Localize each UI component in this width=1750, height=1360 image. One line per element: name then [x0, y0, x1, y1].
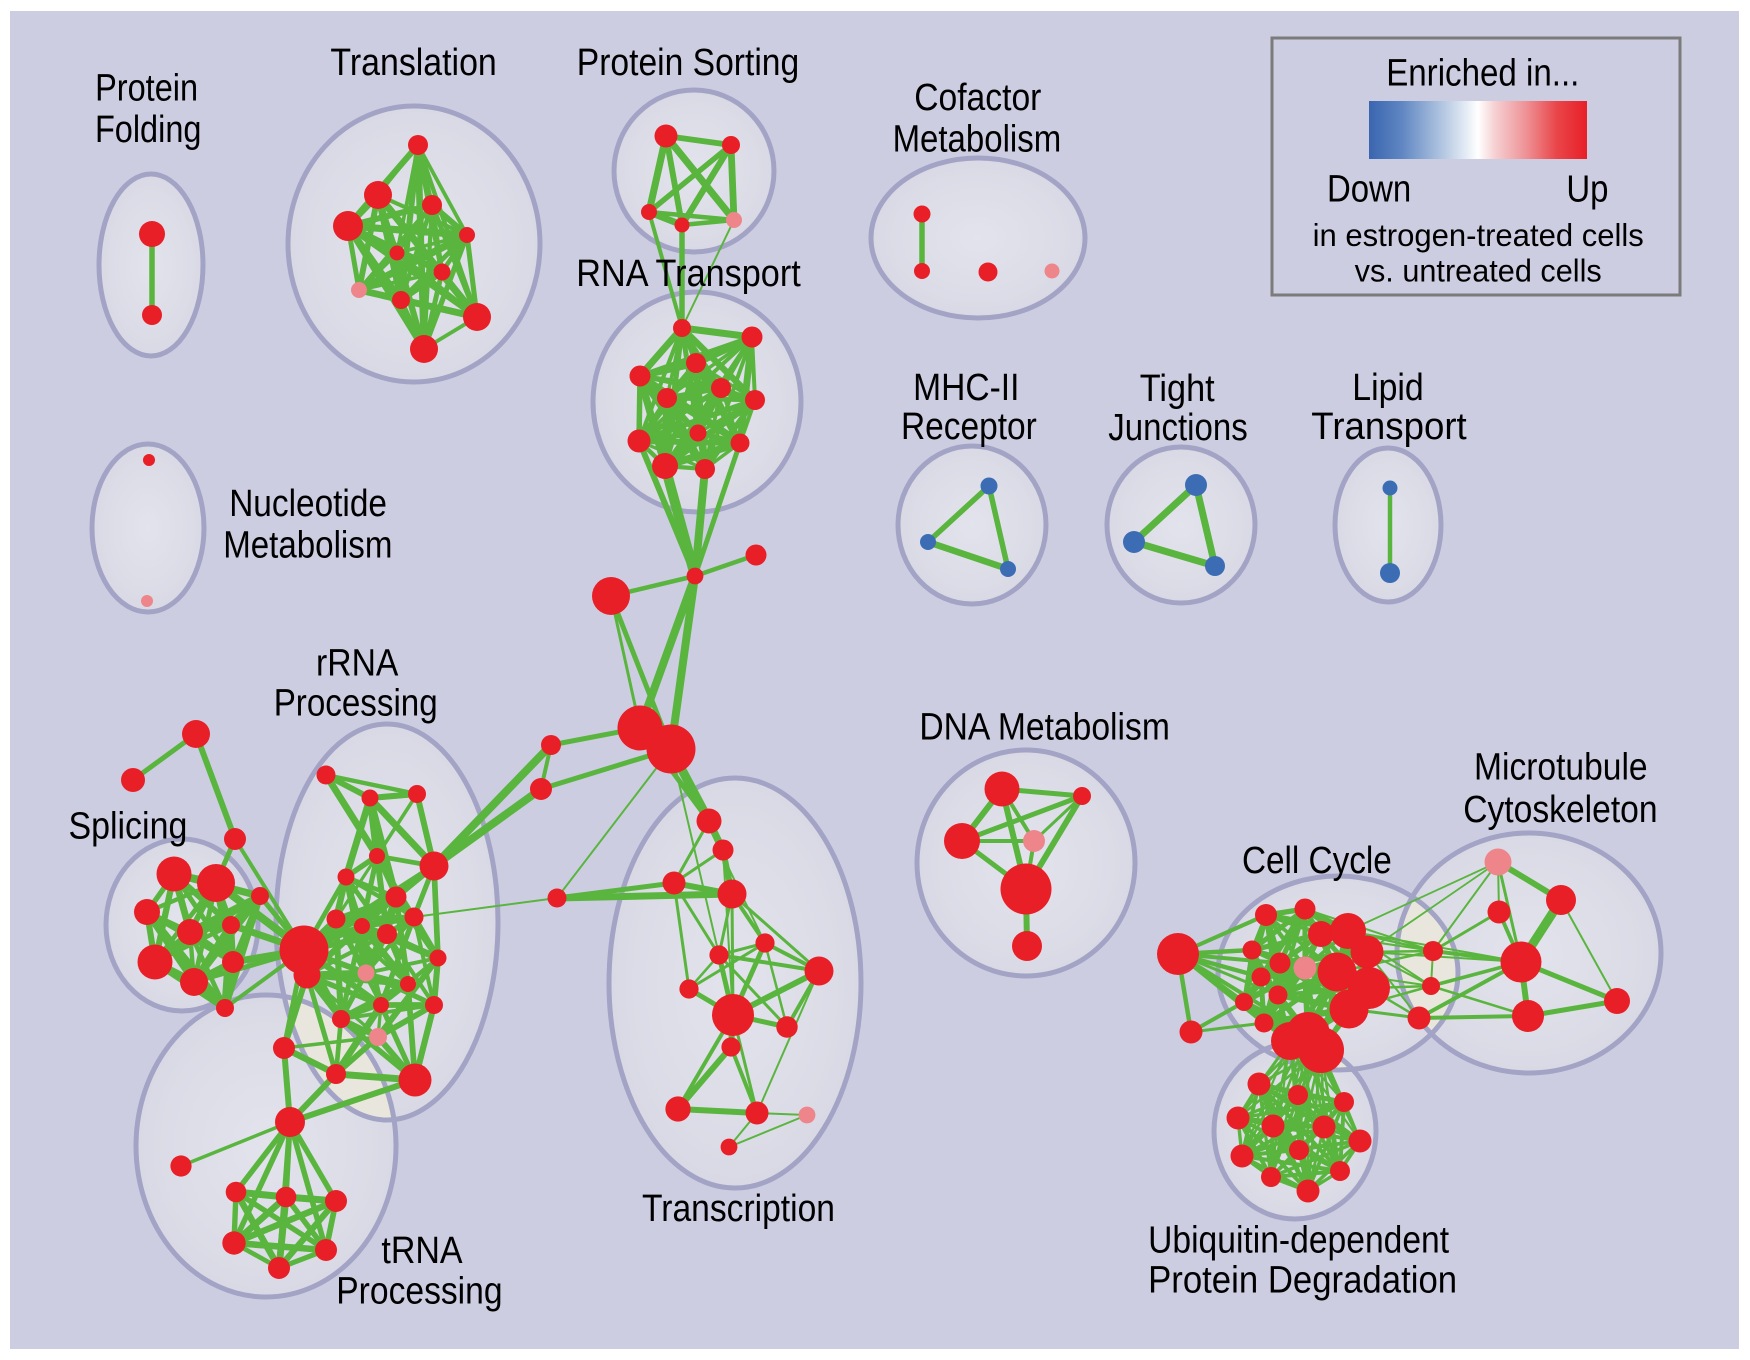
svg-text:Up: Up — [1566, 168, 1608, 210]
svg-text:vs. untreated cells: vs. untreated cells — [1355, 253, 1602, 289]
svg-text:Cofactor: Cofactor — [914, 77, 1041, 119]
svg-text:Cell Cycle: Cell Cycle — [1242, 840, 1392, 882]
svg-text:MHC-II: MHC-II — [913, 367, 1019, 409]
svg-text:Microtubule: Microtubule — [1474, 746, 1648, 788]
svg-text:Protein Sorting: Protein Sorting — [577, 42, 799, 84]
svg-text:Metabolism: Metabolism — [223, 524, 392, 566]
svg-text:in estrogen-treated cells: in estrogen-treated cells — [1313, 217, 1644, 253]
svg-text:rRNA: rRNA — [316, 642, 399, 684]
svg-text:Protein: Protein — [95, 67, 198, 109]
svg-text:Transcription: Transcription — [642, 1188, 835, 1230]
svg-text:Junctions: Junctions — [1108, 407, 1247, 449]
svg-text:tRNA: tRNA — [381, 1230, 463, 1272]
svg-text:Protein Degradation: Protein Degradation — [1148, 1259, 1457, 1301]
svg-text:Transport: Transport — [1311, 406, 1467, 448]
svg-text:RNA Transport: RNA Transport — [576, 253, 801, 295]
svg-text:Enriched in...: Enriched in... — [1386, 53, 1579, 95]
svg-text:Lipid: Lipid — [1352, 367, 1424, 409]
svg-text:Receptor: Receptor — [901, 406, 1037, 448]
svg-text:Cytoskeleton: Cytoskeleton — [1463, 789, 1657, 831]
svg-text:Nucleotide: Nucleotide — [229, 483, 387, 525]
svg-text:Ubiquitin-dependent: Ubiquitin-dependent — [1148, 1220, 1449, 1262]
svg-text:Processing: Processing — [336, 1271, 502, 1313]
svg-text:Translation: Translation — [330, 42, 496, 84]
svg-text:Processing: Processing — [274, 682, 438, 724]
svg-text:Down: Down — [1327, 168, 1411, 210]
svg-text:Tight: Tight — [1140, 368, 1215, 410]
svg-text:Folding: Folding — [95, 109, 202, 151]
svg-text:DNA Metabolism: DNA Metabolism — [919, 706, 1170, 748]
svg-text:Metabolism: Metabolism — [893, 119, 1062, 161]
svg-text:Splicing: Splicing — [68, 806, 187, 848]
